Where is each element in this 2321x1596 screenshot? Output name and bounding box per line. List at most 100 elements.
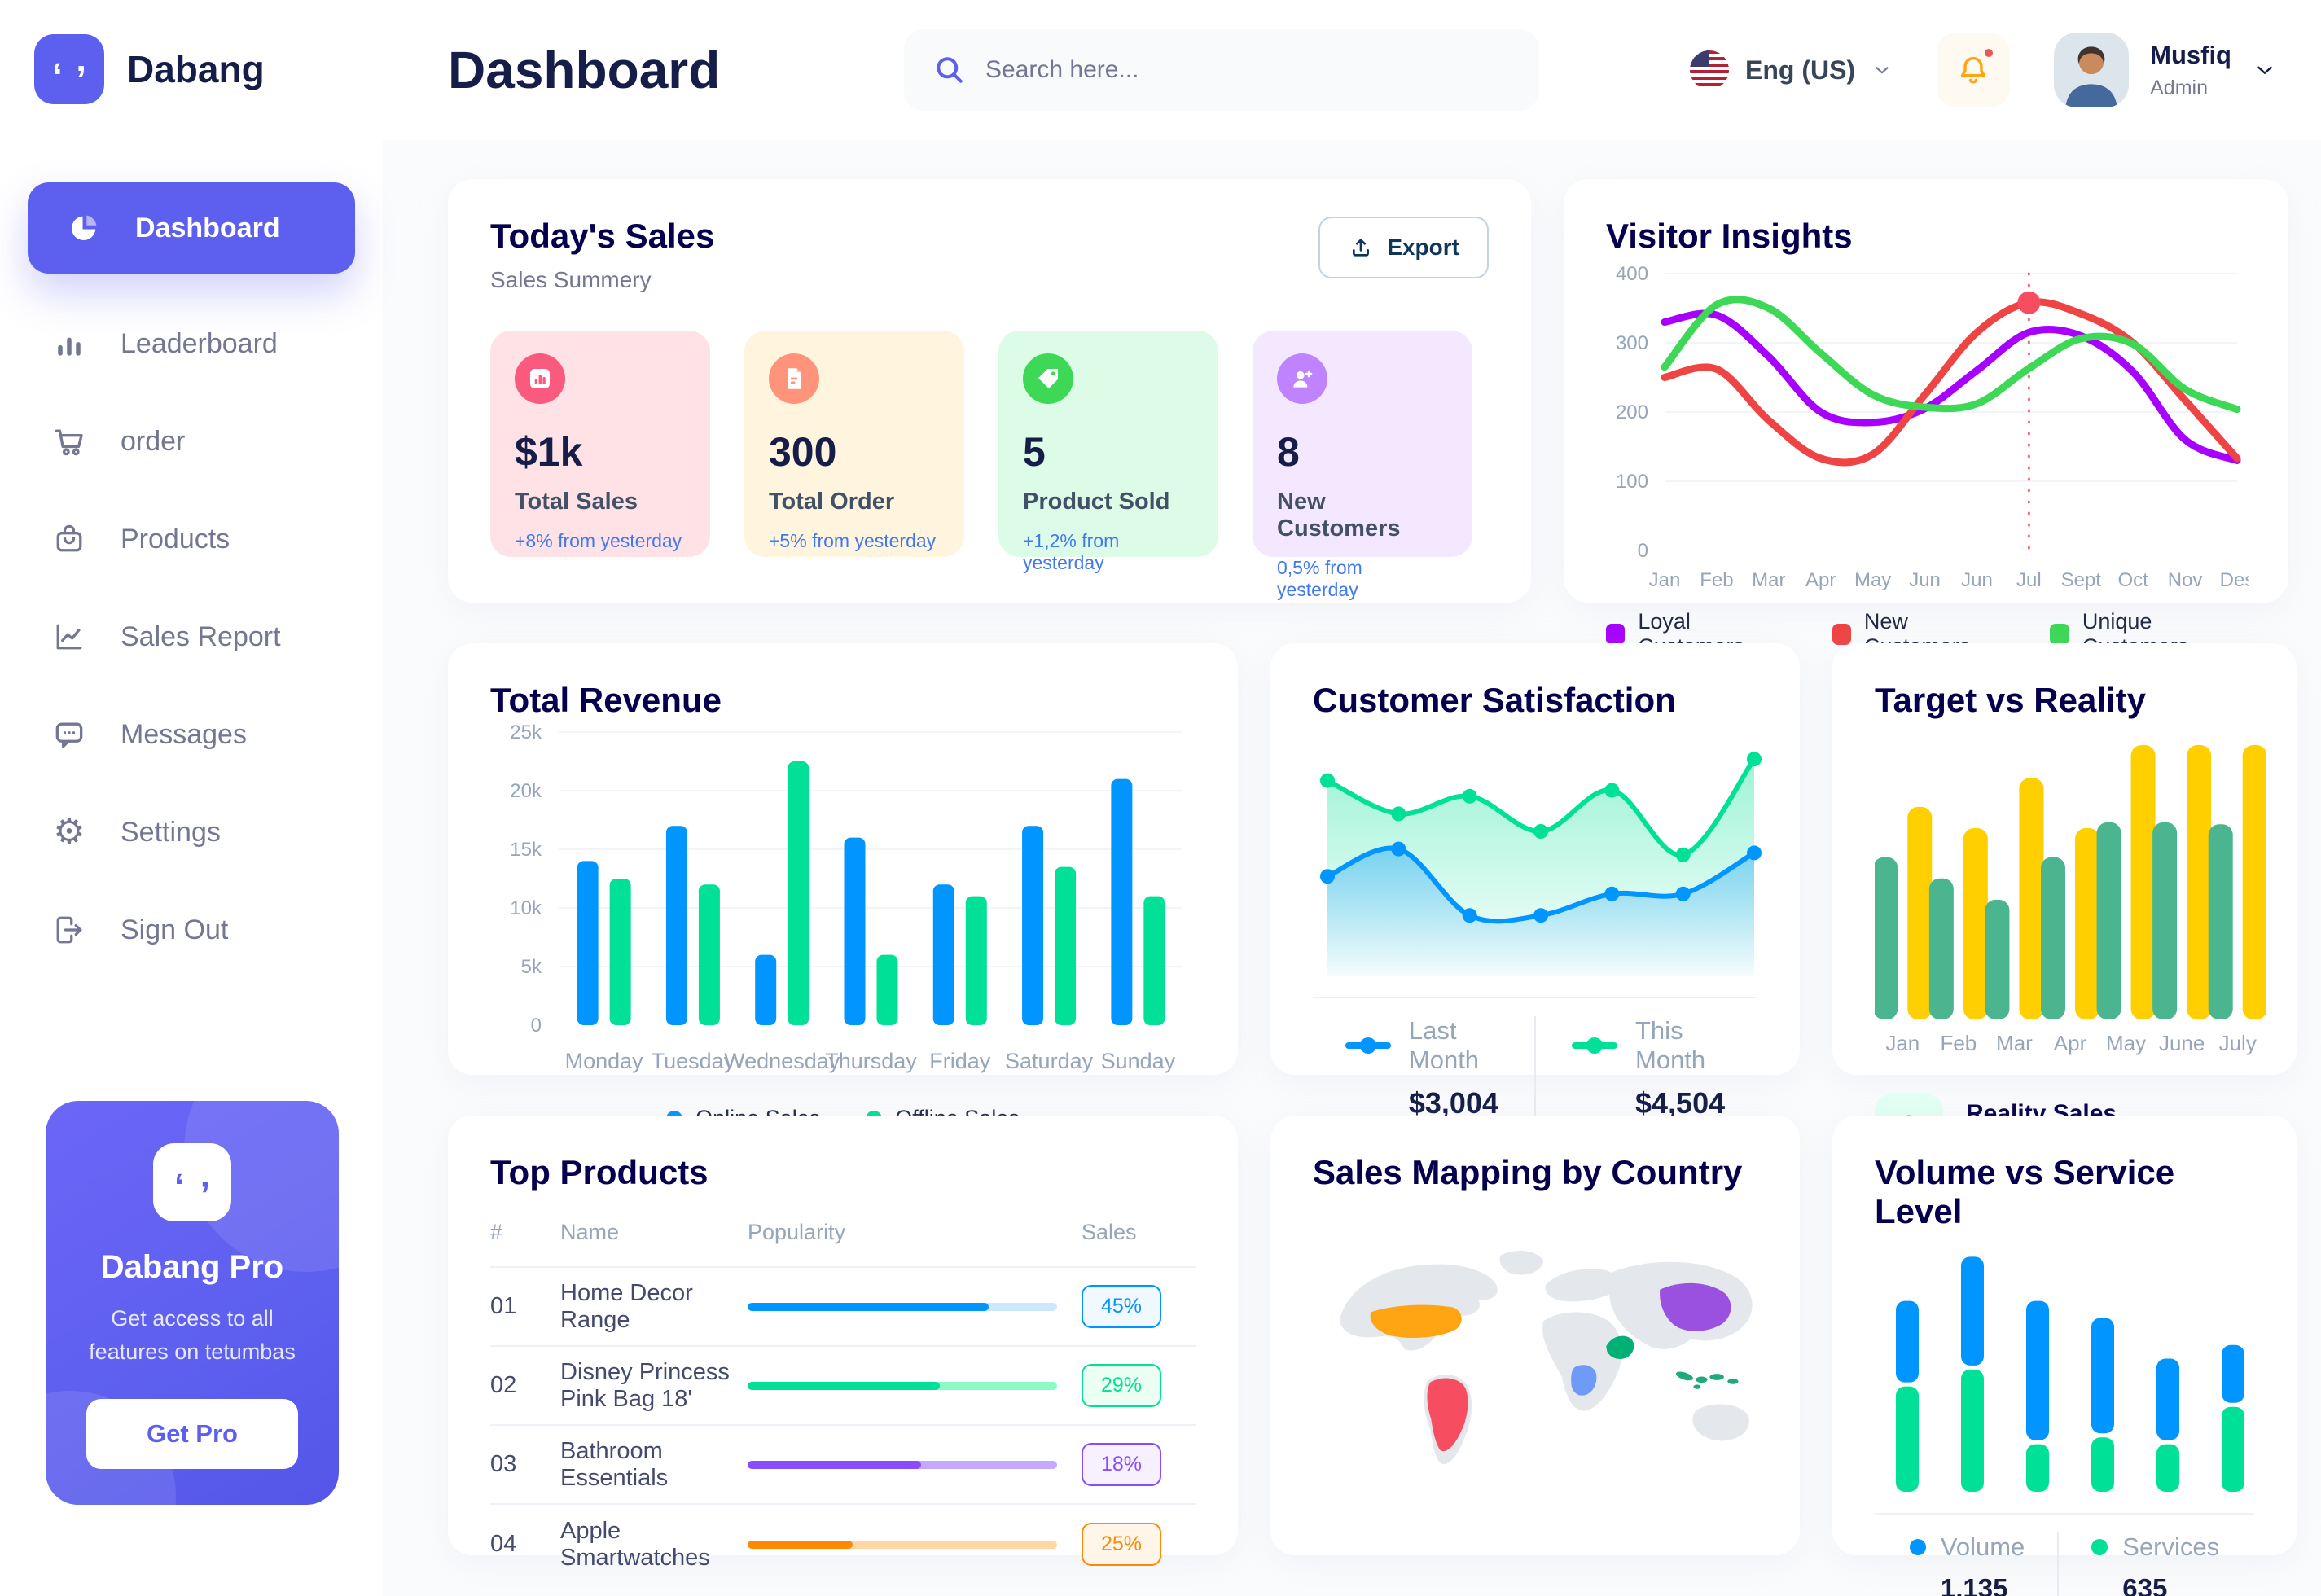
svg-text:July: July: [2219, 1031, 2257, 1055]
sidebar-item-sign-out[interactable]: Sign Out: [0, 881, 383, 979]
svg-text:Jun: Jun: [1909, 569, 1941, 591]
search-input[interactable]: [985, 56, 1512, 84]
stat-card-product-sold: 5 Product Sold +1,2% from yesterday: [998, 331, 1218, 573]
volume-vs-service-chart: [1875, 1247, 2254, 1500]
todays-sales-title: Today's Sales: [490, 217, 715, 255]
sidebar-item-leaderboard[interactable]: Leaderboard: [0, 295, 383, 392]
divider: [1875, 1513, 2254, 1515]
volume-vs-service-legend: Volume 1,135 Services 635: [1875, 1532, 2254, 1596]
sidebar-item-messages[interactable]: Messages: [0, 686, 383, 783]
col-popularity: Popularity: [748, 1220, 846, 1244]
stat-delta: +1,2% from yesterday: [1023, 530, 1120, 573]
stat-value: 300: [769, 429, 837, 475]
map-country-saudi-arabia: [1606, 1335, 1634, 1359]
pro-title: Dabang Pro: [100, 1249, 284, 1285]
svg-text:0: 0: [531, 1015, 542, 1037]
search-box[interactable]: [904, 29, 1539, 111]
top-products-header: # Name Popularity Sales: [490, 1220, 1196, 1268]
total-revenue-title: Total Revenue: [490, 681, 722, 719]
svg-text:Mar: Mar: [1996, 1031, 2033, 1055]
todays-sales-subtitle: Sales Summery: [490, 267, 652, 292]
visitor-insights-title: Visitor Insights: [1606, 217, 1853, 255]
us-flag-icon: [1690, 50, 1730, 90]
cart-icon: [50, 423, 88, 460]
volume-vs-service-card: Volume vs Service Level Volume 1,135 Ser…: [1832, 1116, 2297, 1596]
svg-text:20k: 20k: [510, 780, 542, 802]
user-plus-stat-icon: [1277, 353, 1327, 404]
svg-text:June: June: [2159, 1031, 2205, 1055]
target-vs-reality-card: Target vs Reality Jan Feb Mar Apr May June Jul…: [1832, 643, 2297, 1256]
volume-vs-service-title: Volume vs Service Level: [1875, 1153, 2175, 1230]
loyal-customers-swatch: [1606, 624, 1626, 645]
last-month-marker: [1345, 1037, 1391, 1054]
leaderboard-bars-icon: [50, 325, 88, 362]
svg-text:Sept: Sept: [2061, 569, 2102, 591]
stat-card-new-customers: 8 New Customers 0,5% from yesterday: [1253, 331, 1472, 600]
svg-text:5k: 5k: [521, 956, 542, 978]
brand: ’’ Dabang: [0, 0, 383, 104]
visitor-insights-chart: 0 100 200 300 400 Jan Feb Mar Apr May Jun Jun Jul Sep…: [1606, 256, 2249, 598]
svg-text:Friday: Friday: [929, 1049, 991, 1073]
chevron-down-icon: [2257, 66, 2272, 74]
sales-mapping-title: Sales Mapping by Country: [1313, 1153, 1743, 1191]
svg-text:15k: 15k: [510, 839, 542, 861]
sidebar-item-settings[interactable]: ⚙ Settings: [0, 783, 383, 881]
page-title: Dashboard: [448, 41, 721, 99]
sales-badge: 29%: [1082, 1364, 1162, 1407]
popularity-bar: [748, 1302, 1057, 1311]
sidebar-item-label: Leaderboard: [121, 327, 278, 359]
search-icon: [932, 52, 967, 88]
svg-text:Oct: Oct: [2118, 569, 2149, 591]
product-id: 01: [490, 1293, 517, 1319]
visitor-insights-card: Visitor Insights 0 100 200 300 400 Jan Feb Mar A…: [1564, 179, 2288, 659]
stat-delta: +5% from yesterday: [769, 530, 937, 551]
profile-menu[interactable]: Musfiq Admin: [2054, 33, 2277, 107]
export-label: Export: [1387, 235, 1459, 260]
svg-text:Jan: Jan: [1885, 1031, 1920, 1055]
sidebar-item-label: order: [121, 425, 186, 457]
map-country-china: [1660, 1282, 1731, 1331]
notifications-button[interactable]: [1937, 33, 2011, 107]
pie-chart-icon: [65, 209, 103, 247]
pro-upsell-card: ’’ Dabang Pro Get access to all features…: [46, 1101, 339, 1505]
receipt-stat-icon: [769, 353, 819, 404]
sidebar-item-label: Sign Out: [121, 914, 229, 945]
sidebar-item-sales-report[interactable]: Sales Report: [0, 588, 383, 686]
svg-text:25k: 25k: [510, 721, 542, 743]
sales-mapping-card: Sales Mapping by Country: [1270, 1116, 1800, 1555]
map-country-brazil: [1427, 1378, 1468, 1452]
export-button[interactable]: Export: [1318, 217, 1489, 278]
svg-text:Monday: Monday: [565, 1049, 644, 1073]
top-products-title: Top Products: [490, 1153, 709, 1191]
avatar: [2054, 33, 2130, 107]
get-pro-button[interactable]: Get Pro: [86, 1399, 298, 1469]
popularity-bar: [748, 1540, 1057, 1549]
top-products-card: Top Products # Name Popularity Sales 01 …: [448, 1116, 1238, 1571]
svg-text:Sunday: Sunday: [1101, 1049, 1176, 1073]
export-upload-icon: [1353, 239, 1370, 256]
col-sales: Sales: [1082, 1220, 1137, 1244]
product-name: Bathroom Essentials: [560, 1437, 669, 1491]
stat-label: Total Sales: [515, 489, 638, 515]
user-name: Musfiq: [2150, 40, 2231, 69]
sidebar-item-order[interactable]: order: [0, 392, 383, 490]
popularity-bar: [748, 1381, 1057, 1390]
sales-badge: 18%: [1082, 1443, 1162, 1486]
svg-text:May: May: [2106, 1031, 2146, 1055]
sidebar-item-products[interactable]: Products: [0, 490, 383, 588]
line-chart-icon: [50, 618, 88, 656]
this-month-total: $4,504: [1635, 1086, 1726, 1120]
product-name: Disney Princess Pink Bag 18': [560, 1358, 730, 1412]
bag-icon: [50, 520, 88, 558]
svg-text:Jan: Jan: [1649, 569, 1681, 591]
divider: [1313, 997, 1757, 998]
language-selector[interactable]: Eng (US): [1690, 50, 1893, 90]
sidebar: ’’ Dabang Dashboard Leaderboard order: [0, 0, 383, 1596]
svg-text:Tuesday: Tuesday: [652, 1049, 735, 1073]
sidebar-item-dashboard[interactable]: Dashboard: [28, 182, 355, 274]
customer-satisfaction-chart: [1313, 731, 1762, 984]
map-country-indonesia: [1675, 1371, 1739, 1389]
unique-customers-swatch: [2050, 624, 2069, 645]
legend-label: This Month: [1635, 1016, 1706, 1074]
total-revenue-chart: 0 5k 10k 15k 20k 25k Monday Tuesday Wednesday Thu…: [490, 720, 1196, 1094]
